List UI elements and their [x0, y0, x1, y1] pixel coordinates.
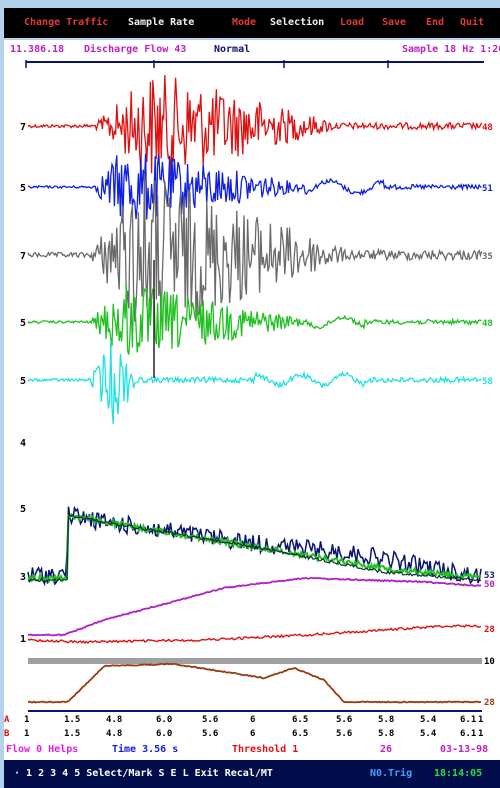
- channel-value-4: 58: [482, 377, 493, 387]
- green-trend: [27, 512, 482, 585]
- channel-value-2: 35: [482, 252, 493, 262]
- axis-row2-label-11: 1: [478, 729, 483, 739]
- channel-label-3: 5: [20, 318, 26, 329]
- magenta-trend: [27, 576, 482, 637]
- menu-item-5[interactable]: Save: [382, 17, 407, 28]
- lower-value-2: 28: [484, 625, 495, 635]
- status-number: 26: [380, 744, 393, 755]
- sample-readout: Sample 18 Hz 1:20: [402, 44, 500, 55]
- channel-label-5: 4: [20, 438, 26, 449]
- gray-waveform: [27, 173, 483, 326]
- channel-label-2: 7: [20, 251, 26, 262]
- trigger-status: N0.Trig: [370, 768, 413, 779]
- axis-row2-label-10: 6.1: [460, 729, 476, 739]
- menu-item-6[interactable]: End: [426, 17, 445, 28]
- cyan-waveform: [27, 340, 482, 424]
- axis-row1-label-6: 6.5: [292, 715, 308, 725]
- channel-label-4: 5: [20, 376, 26, 387]
- channel-value-1: 51: [482, 184, 493, 194]
- axis-row2-label-3: 6.0: [156, 729, 172, 739]
- blue-waveform: [27, 153, 482, 224]
- axis-row1-label-4: 5.6: [202, 715, 218, 725]
- dark-trend: [27, 513, 482, 583]
- info-bar: 11.386.18 Discharge Flow 43 Normal Sampl…: [4, 40, 500, 60]
- green-waveform: [27, 285, 482, 355]
- axis-row2-label-6: 6.5: [292, 729, 308, 739]
- status-bar-top: Flow 0 Helps Time 3.56 s Threshold 1 26 …: [4, 740, 500, 760]
- channel-label-1: 5: [20, 183, 26, 194]
- clock-readout: 18:14:05: [434, 768, 483, 779]
- status-flow: Flow 0 Helps: [6, 744, 79, 755]
- lower-label-low: 1: [20, 634, 26, 645]
- axis-row-b-marker: B: [4, 729, 10, 739]
- brown-envelope: [27, 662, 482, 704]
- axis-row2-label-7: 5.6: [336, 729, 352, 739]
- axis-row2-label-5: 6: [250, 729, 255, 739]
- navy-trend: [27, 505, 482, 587]
- menu-item-0[interactable]: Change Traffic: [24, 17, 109, 28]
- axis-row1-label-1: 1.5: [64, 715, 80, 725]
- status-threshold: Threshold 1: [232, 744, 299, 755]
- status-date: 03-13-98: [440, 744, 489, 755]
- axis-row2-label-9: 5.4: [420, 729, 437, 739]
- plot-area[interactable]: 7 48 5 51 7 35 5 48 5 58 4 5 3 1 53 50 28 10 28: [4, 60, 500, 712]
- channel-value-0: 48: [482, 123, 493, 133]
- axis-row1-label-0: 1: [24, 715, 29, 725]
- lower-value-0: 53: [484, 571, 495, 581]
- menu-item-1[interactable]: Sample Rate: [128, 17, 195, 28]
- axis-row2-label-0: 1: [24, 729, 29, 739]
- axis-row1-label-5: 6: [250, 715, 255, 725]
- divider-band: [28, 658, 482, 664]
- channel-label-0: 7: [20, 122, 26, 133]
- axis-row1-label-9: 5.4: [420, 715, 437, 725]
- channel-value-3: 48: [482, 319, 493, 329]
- axis-labels: AB1 1.5 4.8 6.0 5.6 6 6.5 5.6 5.8 5.4 6.1 11 1.5 4.8 6…: [4, 712, 500, 740]
- lower-value-1: 50: [484, 580, 495, 590]
- axis-row1-label-3: 6.0: [156, 715, 172, 725]
- axis-row1-label-11: 1: [478, 715, 483, 725]
- axis-row-a-marker: A: [4, 715, 10, 725]
- axis-row2-label-1: 1.5: [64, 729, 80, 739]
- axis-row2-label-8: 5.8: [378, 729, 394, 739]
- mode-readout: Normal: [214, 44, 251, 55]
- lower-label-top: 5: [20, 504, 26, 515]
- status-time: Time 3.56 s: [112, 744, 179, 755]
- discharge-readout: Discharge Flow 43: [84, 44, 187, 55]
- axis-row2-label-4: 5.6: [202, 729, 218, 739]
- red-trend: [27, 624, 482, 645]
- axis-row1-label-2: 4.8: [106, 715, 122, 725]
- menu-item-3[interactable]: Selection: [270, 17, 325, 28]
- axis-row1-label-7: 5.6: [336, 715, 352, 725]
- red-waveform: [27, 74, 483, 177]
- axis-row1-label-10: 6.1: [460, 715, 476, 725]
- menu-item-7[interactable]: Quit: [460, 17, 485, 28]
- time-readout: 11.386.18: [10, 44, 65, 55]
- axis-row1-label-8: 5.8: [378, 715, 394, 725]
- status-bar-bottom: · 1 2 3 4 5 Select/Mark S E L Exit Recal…: [4, 760, 500, 788]
- menu-item-2[interactable]: Mode: [232, 17, 257, 28]
- lower-value-4: 28: [484, 698, 495, 708]
- lower-label-mid: 3: [20, 572, 26, 583]
- menu-bar: Change Traffic Sample Rate Mode Selection Lo…: [4, 8, 500, 38]
- command-hints[interactable]: · 1 2 3 4 5 Select/Mark S E L Exit Recal…: [14, 768, 273, 779]
- axis-row2-label-2: 4.8: [106, 729, 122, 739]
- lower-value-3: 10: [484, 657, 495, 667]
- menu-item-4[interactable]: Load: [340, 17, 365, 28]
